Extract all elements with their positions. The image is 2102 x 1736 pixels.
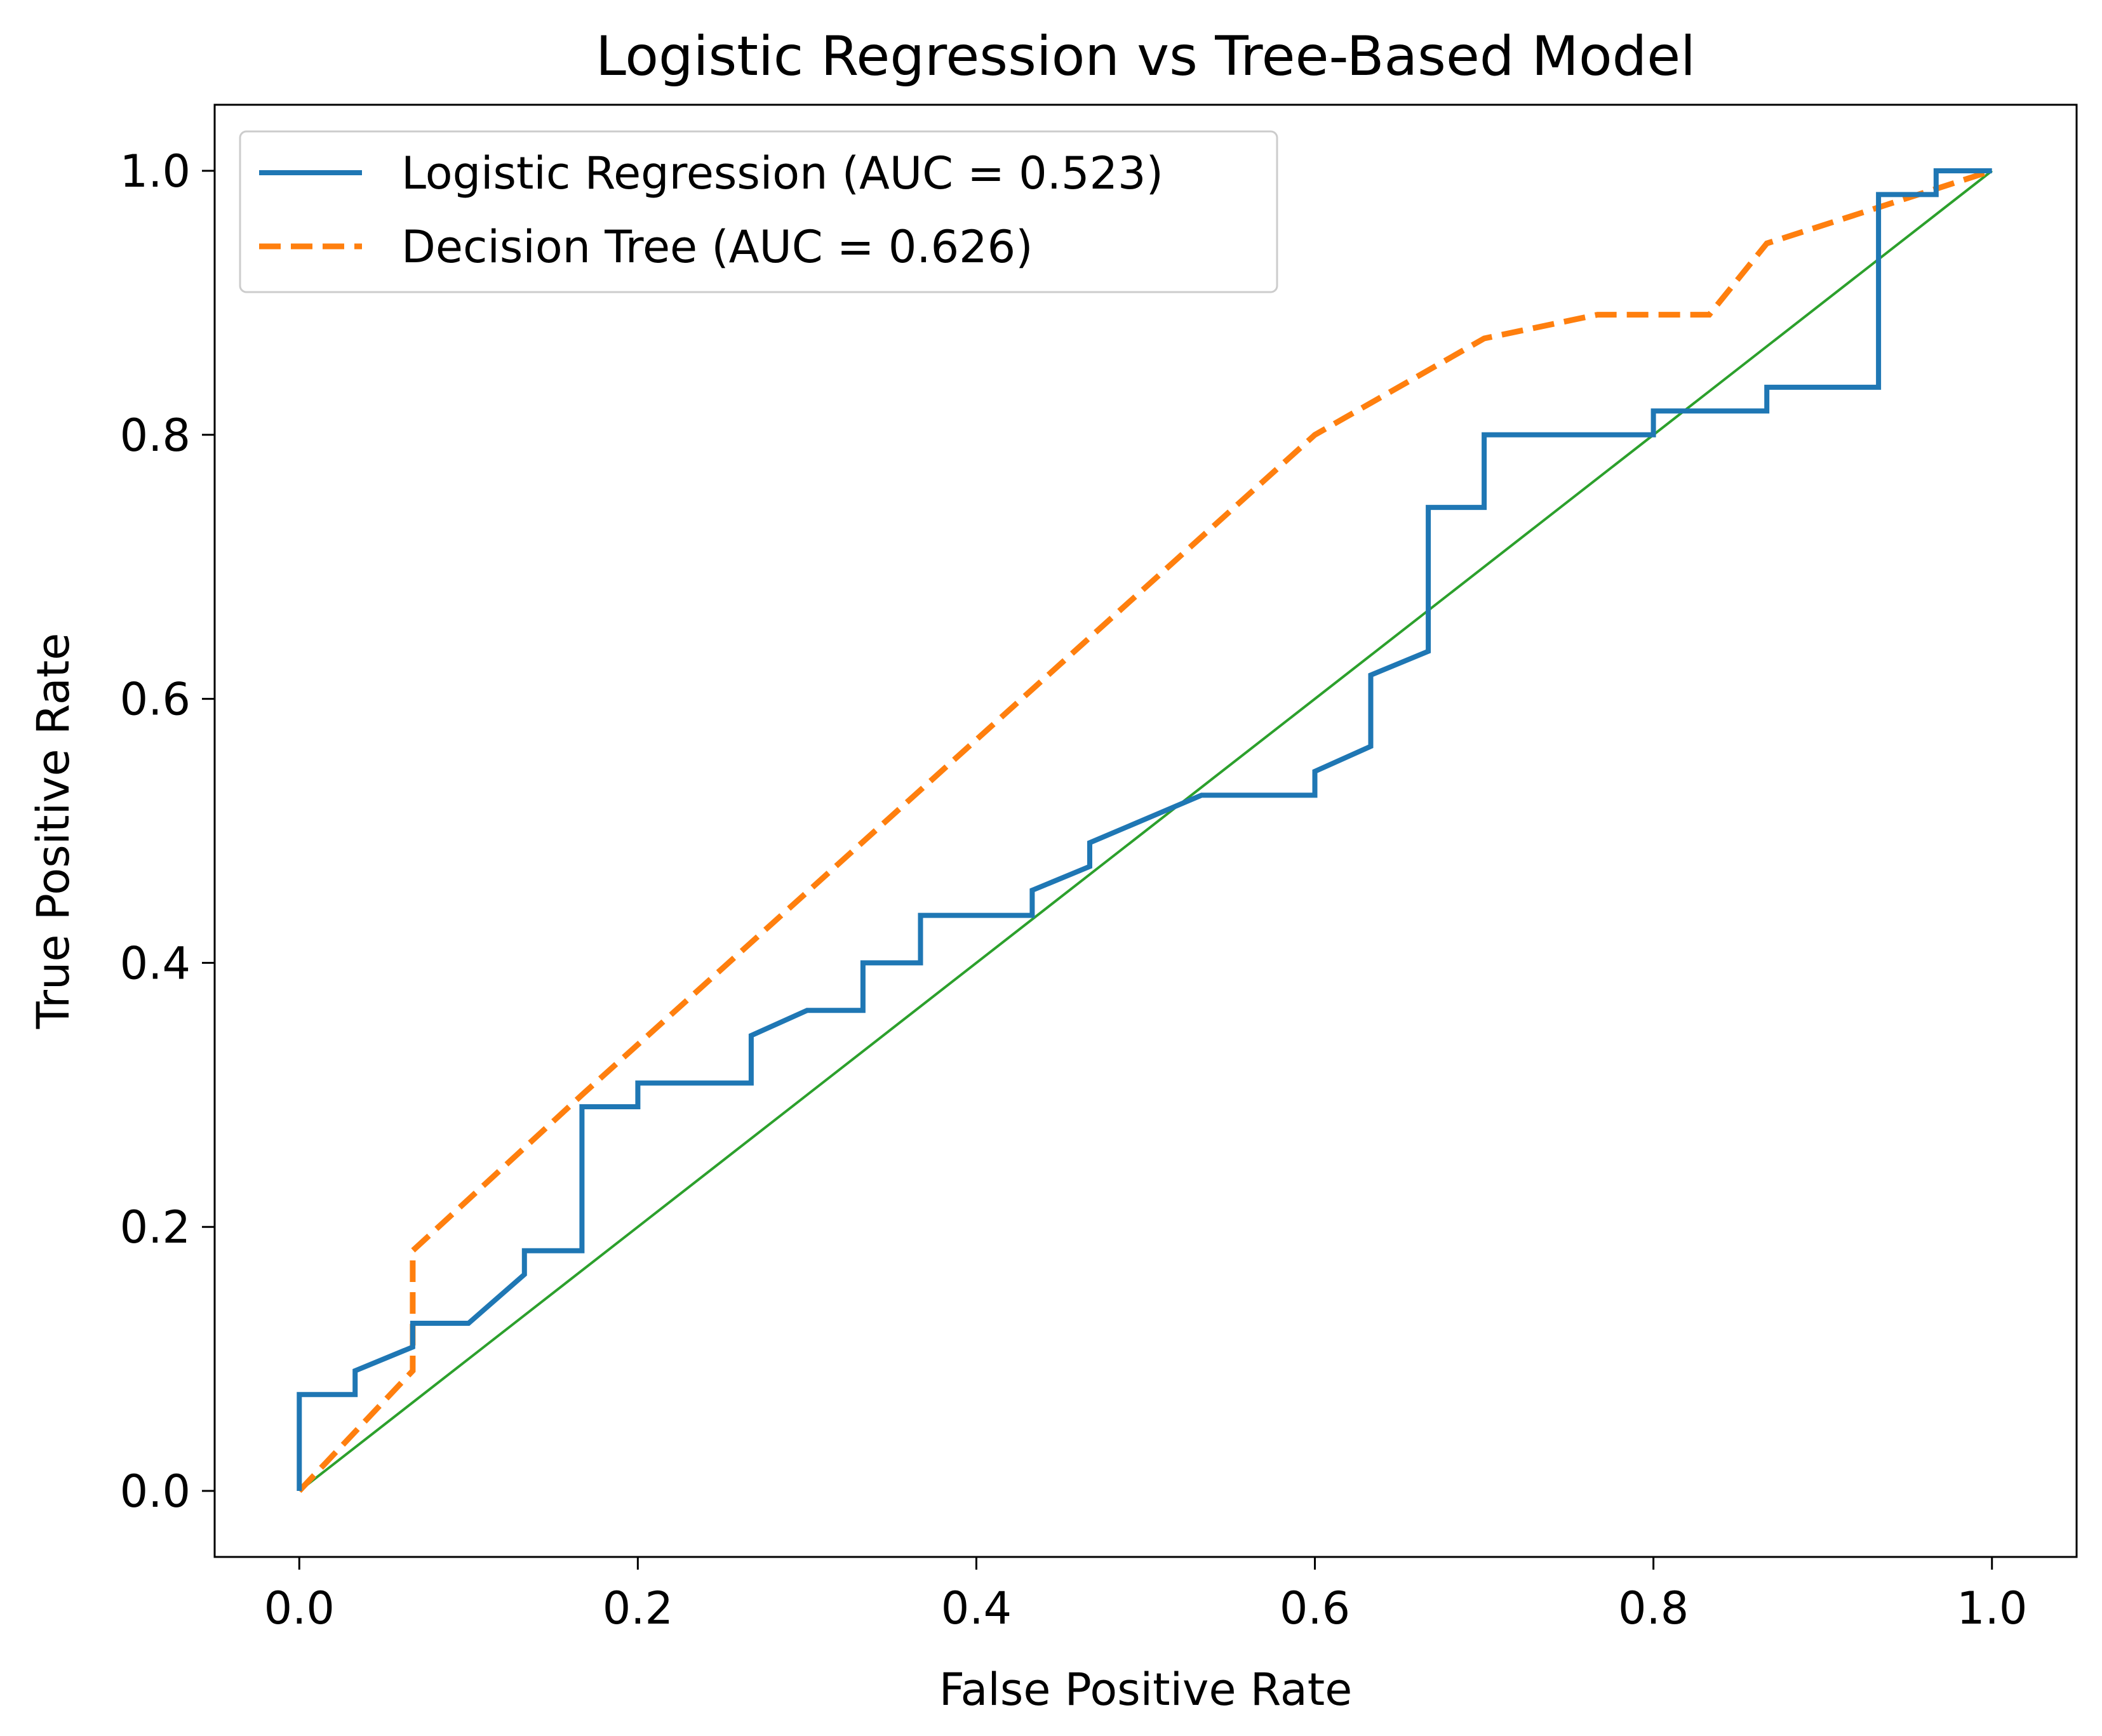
y-tick-label: 0.8 — [120, 410, 191, 462]
x-ticks: 0.0 0.2 0.4 0.6 0.8 1.0 — [264, 1557, 2027, 1634]
y-ticks: 0.0 0.2 0.4 0.6 0.8 1.0 — [120, 145, 215, 1518]
logistic-regression-line — [297, 168, 1992, 1491]
y-tick-label: 0.0 — [120, 1466, 191, 1518]
legend-label-decision-tree: Decision Tree (AUC = 0.626) — [401, 221, 1033, 273]
x-tick-label: 0.2 — [603, 1582, 673, 1634]
legend-label-logistic-regression: Logistic Regression (AUC = 0.523) — [401, 147, 1163, 199]
x-tick-label: 0.6 — [1280, 1582, 1350, 1634]
x-tick-label: 0.8 — [1618, 1582, 1689, 1634]
y-axis-label: True Positive Rate — [27, 633, 79, 1030]
plot-lines — [297, 168, 1993, 1493]
y-tick-label: 0.6 — [120, 674, 191, 726]
axes-frame — [213, 103, 2078, 1558]
x-tick-label: 1.0 — [1957, 1582, 2027, 1634]
y-tick-label: 0.4 — [120, 937, 191, 989]
chart-title: Logistic Regression vs Tree-Based Model — [596, 25, 1696, 88]
legend: Logistic Regression (AUC = 0.523) Decisi… — [239, 130, 1278, 293]
chance-diagonal-line — [298, 170, 1993, 1492]
y-tick-label: 0.2 — [120, 1201, 191, 1253]
x-axis-label: False Positive Rate — [939, 1664, 1353, 1716]
legend-box — [239, 130, 1278, 293]
y-tick-label: 1.0 — [120, 145, 191, 197]
decision-tree-line — [297, 168, 1993, 1493]
x-tick-label: 0.0 — [264, 1582, 335, 1634]
x-tick-label: 0.4 — [941, 1582, 1012, 1634]
